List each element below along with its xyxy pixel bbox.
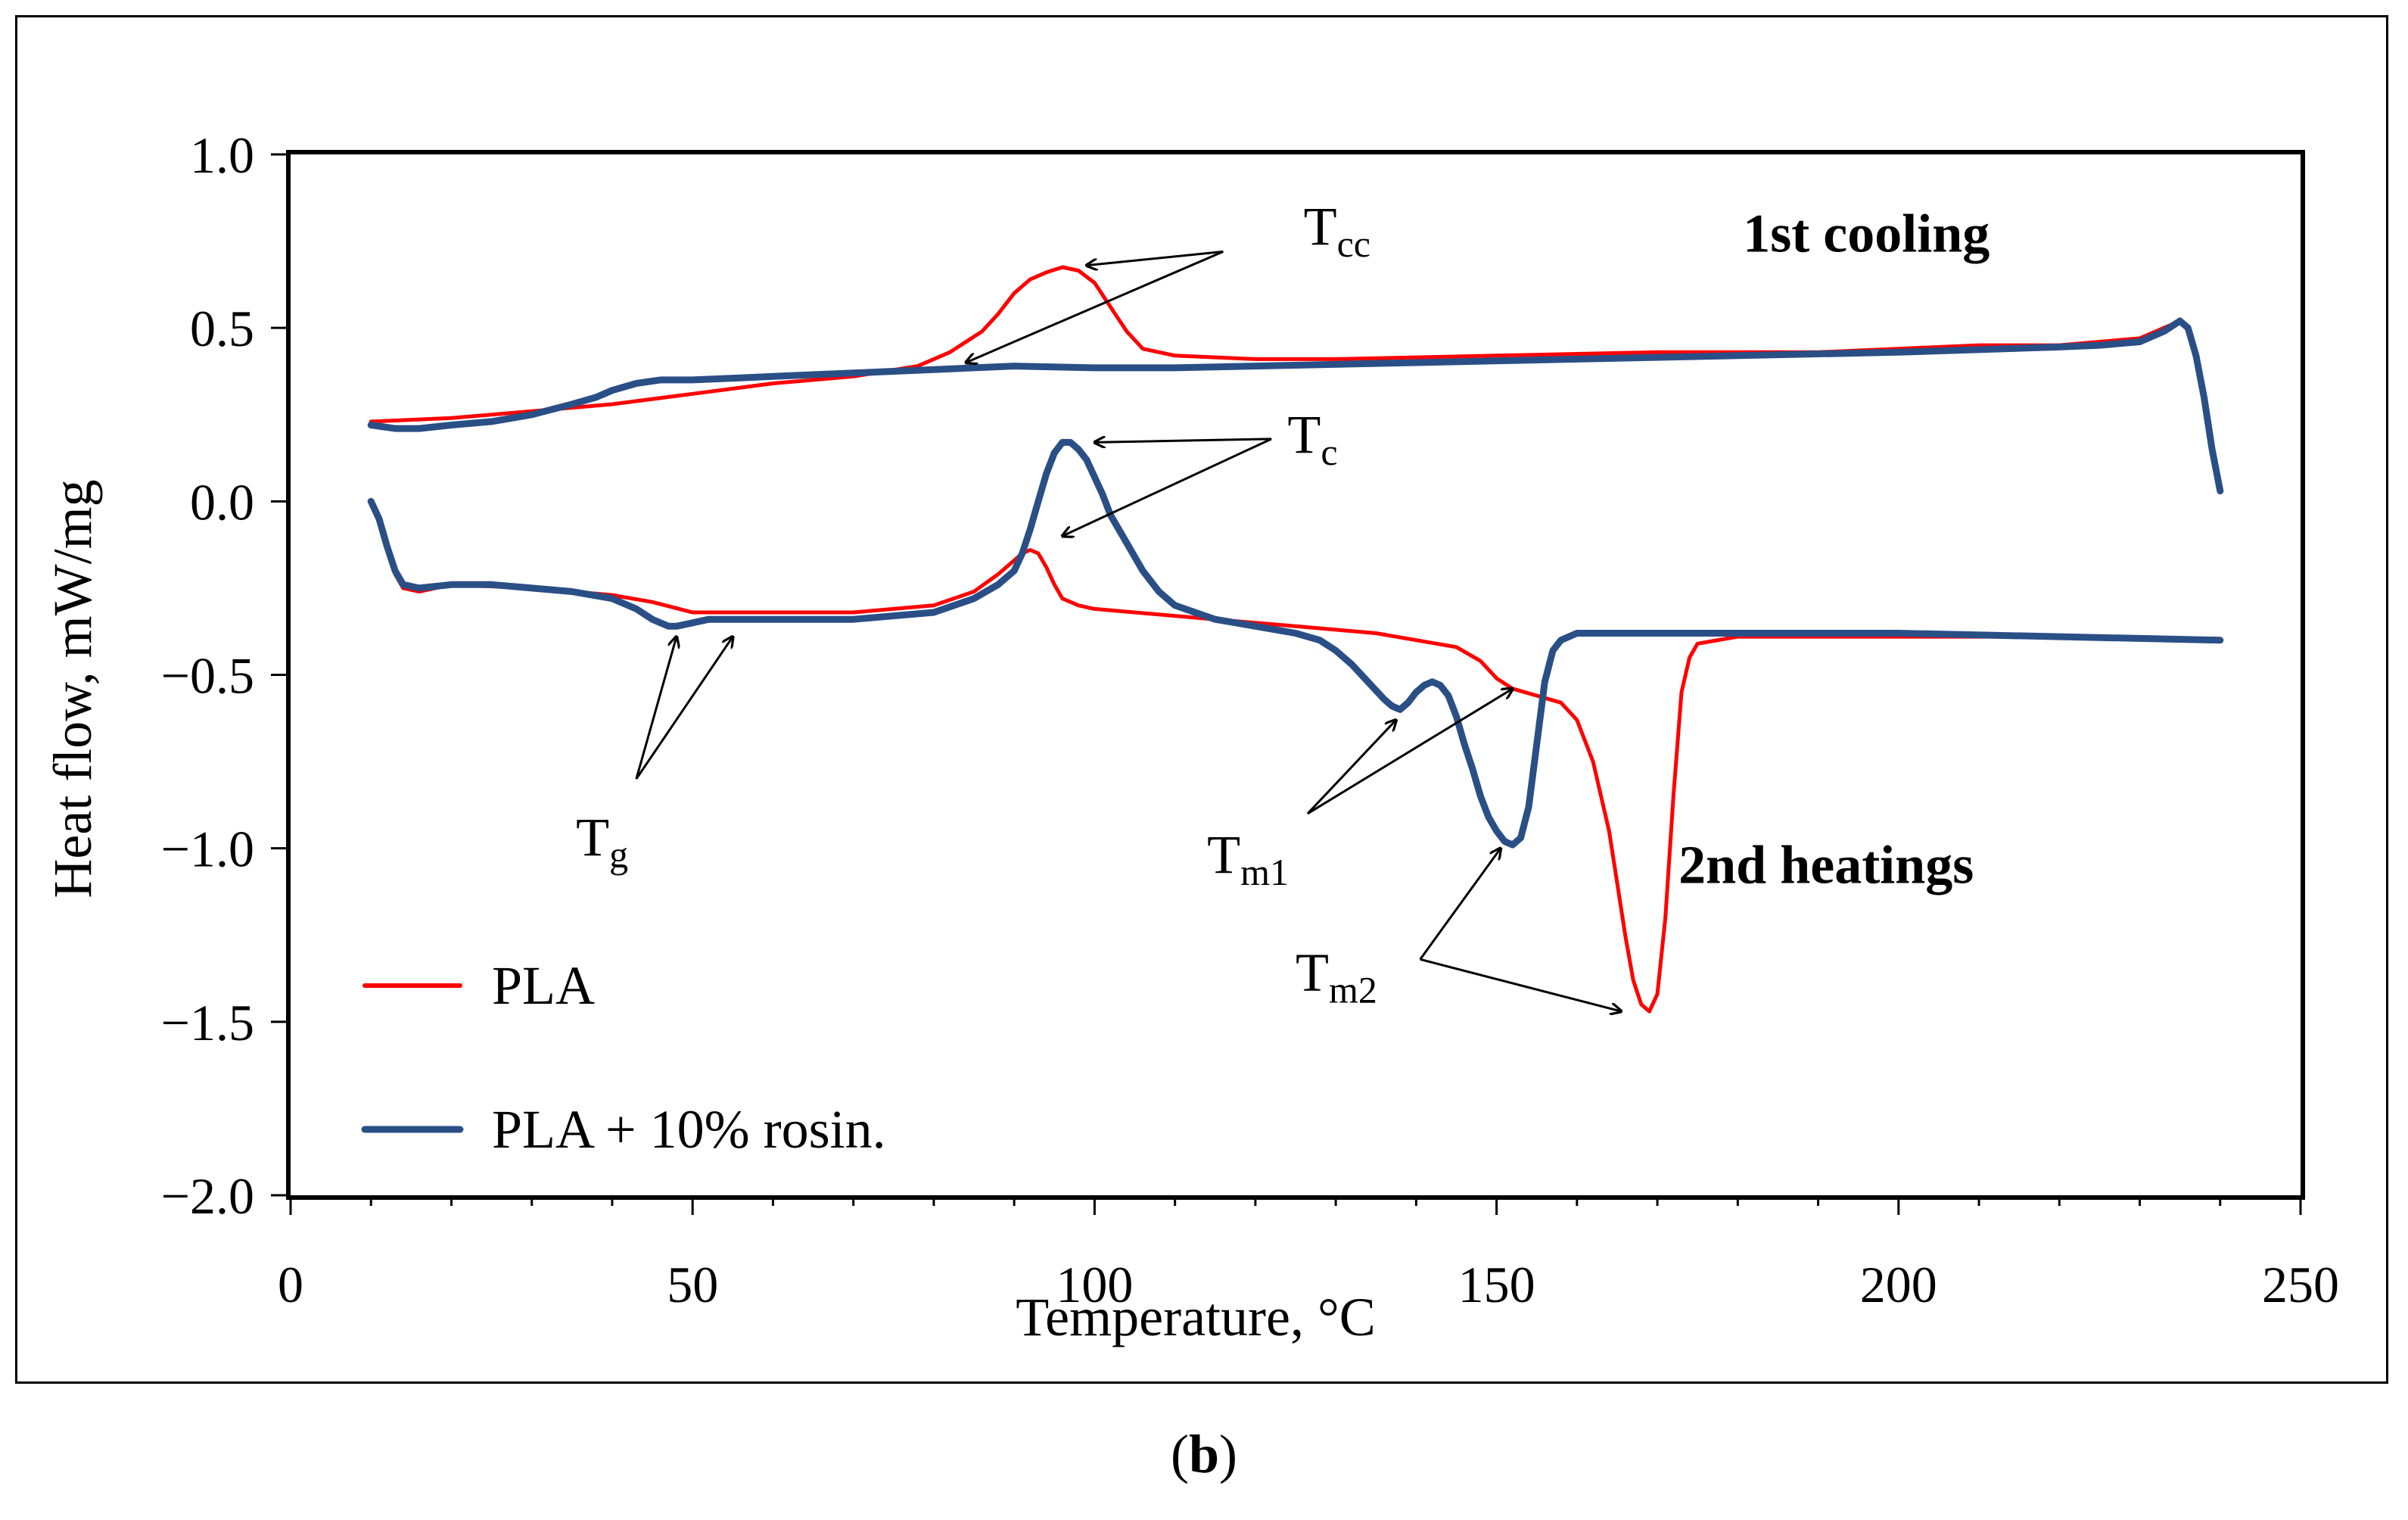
annotation-subscript: m1 [1240,851,1289,893]
legend-label-rosin: PLA + 10% rosin. [492,1099,886,1160]
caption-close-paren: ) [1219,1424,1237,1484]
annotation-arrow [1420,958,1622,1011]
region-label: 2nd heatings [1678,835,1974,895]
annotation-arrow [635,637,733,780]
legend-label-pla: PLA [492,955,595,1016]
legend: PLA PLA + 10% rosin. [361,955,886,1160]
y-axis-title: Heat flow, mW/mg [42,479,103,898]
annotation-label-tg: Tg [576,807,628,876]
x-tick-label: 250 [2262,1256,2339,1313]
y-axis-ticks: 1.0 0.5 0.0 −0.5 −1.0 −1.5 −2.0 [161,126,291,1225]
annotation-arrow [1306,720,1396,815]
annotation-subscript: m2 [1329,969,1377,1011]
region-layer: 1st cooling 2nd heatings [1678,203,1990,895]
annotation-subscript: cc [1337,223,1370,265]
annotation-arrow [1094,439,1272,443]
annotation-subscript: g [609,833,628,876]
annotation-main: T [1296,942,1329,1003]
annotation-label-tm2: Tm2 [1296,942,1377,1011]
y-tick-label: −0.5 [161,647,254,705]
y-tick-label: 0.0 [190,473,254,531]
panel-caption: (b) [0,1423,2408,1486]
annotation-arrow [966,250,1224,363]
x-tick-label: 0 [278,1256,303,1313]
figure-frame [15,15,2388,1384]
y-tick-label: −1.5 [161,994,254,1051]
annotation-arrow [1062,438,1272,536]
annotation-arrow [1307,689,1513,815]
x-tick-label: 50 [667,1256,718,1313]
x-tick-label: 100 [1056,1256,1133,1313]
series-rosin-cooling [367,317,2224,495]
x-axis-title: Temperature, °C [1016,1287,1376,1347]
region-label: 1st cooling [1743,203,1990,263]
plot-area-border [286,150,2305,1200]
series-pla-heating [369,499,2223,1014]
annotation-label-tcc: Tcc [1304,196,1370,265]
x-tick-label: 200 [1860,1256,1937,1313]
caption-letter: b [1188,1424,1220,1484]
y-tick-label: −1.0 [161,821,254,878]
annotation-arrow [635,637,677,780]
y-tick-label: −2.0 [161,1167,254,1225]
series-rosin-heating [367,438,2224,849]
annotation-subscript: c [1321,431,1337,473]
series-layer [367,265,2224,1014]
annotation-label-tc: Tc [1287,404,1337,473]
caption-open-paren: ( [1170,1424,1189,1484]
x-tick-label: 150 [1458,1256,1535,1313]
annotation-main: T [1207,824,1240,885]
annotation-main: T [576,807,609,867]
y-tick-label: 0.5 [190,300,254,357]
y-tick-label: 1.0 [190,126,254,184]
annotation-arrow [1419,849,1501,961]
annotation-arrow [1087,250,1224,265]
annotation-main: T [1304,196,1337,257]
annotation-main: T [1287,404,1321,465]
x-axis-ticks: 0 50 100 150 200 250 [278,1195,2339,1313]
annotation-label-tm1: Tm1 [1207,824,1289,893]
